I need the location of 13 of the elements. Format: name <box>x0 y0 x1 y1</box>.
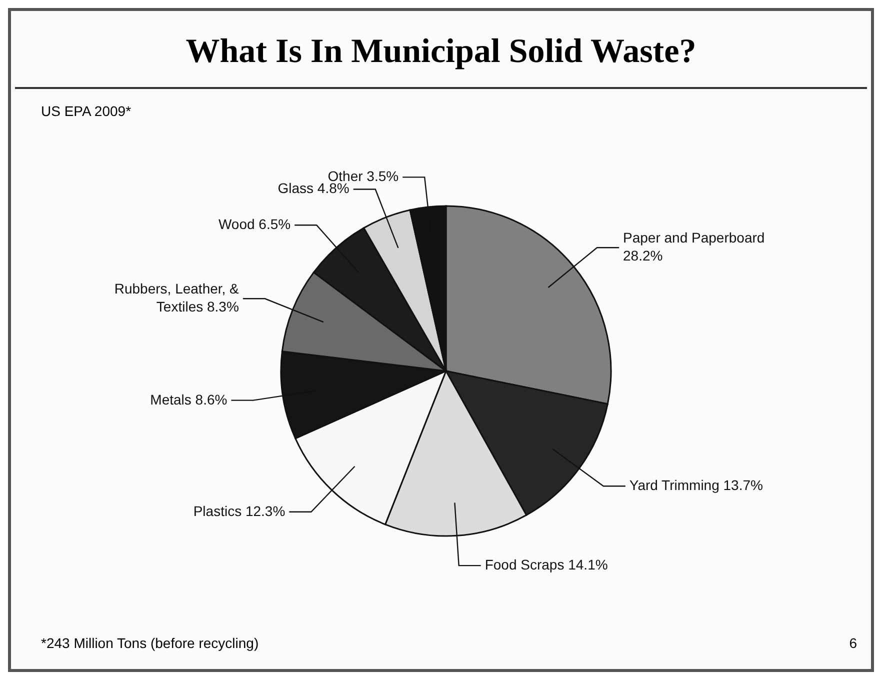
slice-label: Yard Trimming 13.7% <box>629 476 763 493</box>
chart-title: What Is In Municipal Solid Waste? <box>15 11 867 89</box>
slice-label: Rubbers, Leather, & Textiles 8.3% <box>114 280 240 314</box>
text: 6 <box>849 635 857 651</box>
slice-label: Metals 8.6% <box>150 390 228 407</box>
text: *243 Million Tons (before recycling) <box>41 635 259 651</box>
slice-label: Plastics 12.3% <box>193 502 286 519</box>
data-label: 28.2% <box>623 247 663 264</box>
slice-label: Other 3.5% <box>328 168 399 184</box>
slice-label: Wood 6.5% <box>218 216 291 232</box>
slice-label: Paper and Paperboard <box>623 229 765 246</box>
slice-label: Food Scraps 14.1% <box>484 556 608 572</box>
chart-subtitle: US EPA 2009* <box>40 102 132 119</box>
